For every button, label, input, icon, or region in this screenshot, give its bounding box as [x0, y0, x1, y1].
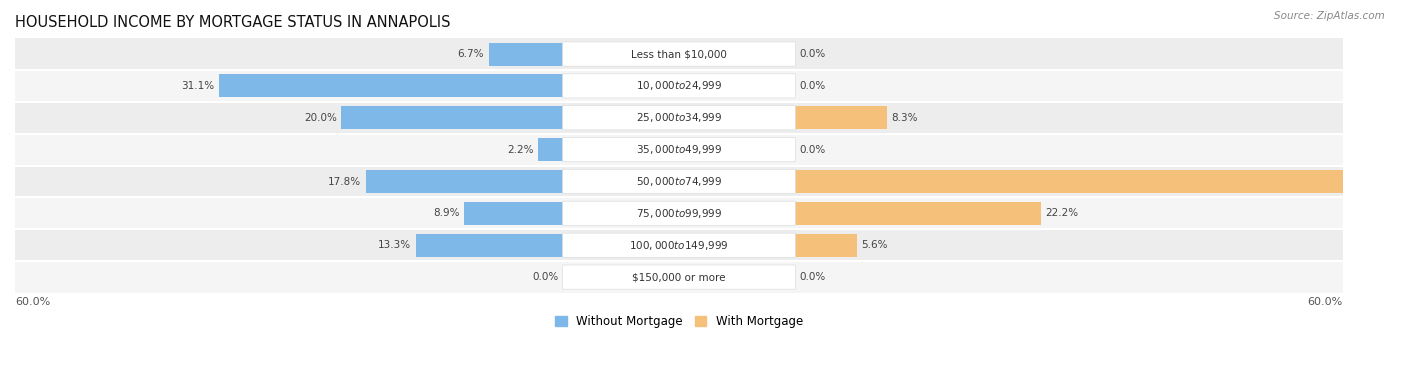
- Text: 0.0%: 0.0%: [800, 49, 825, 59]
- Bar: [15, 261, 1343, 293]
- Text: 8.9%: 8.9%: [433, 208, 460, 218]
- Text: 13.3%: 13.3%: [378, 240, 411, 250]
- Bar: [15, 38, 1343, 70]
- Text: 22.2%: 22.2%: [1045, 208, 1078, 218]
- Text: $35,000 to $49,999: $35,000 to $49,999: [636, 143, 723, 156]
- Text: 55.6%: 55.6%: [1365, 176, 1402, 187]
- Bar: [416, 234, 562, 257]
- Text: 0.0%: 0.0%: [800, 272, 825, 282]
- Text: 2.2%: 2.2%: [508, 145, 534, 155]
- Legend: Without Mortgage, With Mortgage: Without Mortgage, With Mortgage: [550, 311, 808, 333]
- Text: 8.3%: 8.3%: [891, 113, 918, 123]
- Bar: [15, 102, 1343, 134]
- Bar: [796, 106, 887, 129]
- Text: 17.8%: 17.8%: [328, 176, 361, 187]
- Bar: [15, 198, 1343, 229]
- Text: 0.0%: 0.0%: [531, 272, 558, 282]
- Text: $100,000 to $149,999: $100,000 to $149,999: [628, 239, 728, 252]
- Bar: [796, 170, 1406, 193]
- Bar: [15, 229, 1343, 261]
- Text: HOUSEHOLD INCOME BY MORTGAGE STATUS IN ANNAPOLIS: HOUSEHOLD INCOME BY MORTGAGE STATUS IN A…: [15, 15, 450, 30]
- Text: Less than $10,000: Less than $10,000: [631, 49, 727, 59]
- Text: 6.7%: 6.7%: [458, 49, 484, 59]
- Bar: [218, 74, 562, 97]
- Text: $10,000 to $24,999: $10,000 to $24,999: [636, 80, 723, 92]
- Bar: [796, 202, 1040, 225]
- Bar: [15, 70, 1343, 102]
- Text: $25,000 to $34,999: $25,000 to $34,999: [636, 111, 723, 124]
- Bar: [489, 43, 562, 66]
- Text: 20.0%: 20.0%: [304, 113, 337, 123]
- Text: $50,000 to $74,999: $50,000 to $74,999: [636, 175, 723, 188]
- Text: 60.0%: 60.0%: [1308, 297, 1343, 307]
- Bar: [538, 138, 562, 161]
- FancyBboxPatch shape: [562, 233, 796, 257]
- Text: 0.0%: 0.0%: [800, 145, 825, 155]
- FancyBboxPatch shape: [562, 169, 796, 194]
- FancyBboxPatch shape: [562, 42, 796, 66]
- Bar: [366, 170, 562, 193]
- Bar: [342, 106, 562, 129]
- FancyBboxPatch shape: [562, 106, 796, 130]
- Text: 60.0%: 60.0%: [15, 297, 51, 307]
- Text: 5.6%: 5.6%: [862, 240, 889, 250]
- Bar: [15, 134, 1343, 166]
- Text: $75,000 to $99,999: $75,000 to $99,999: [636, 207, 723, 220]
- Bar: [15, 166, 1343, 198]
- FancyBboxPatch shape: [562, 138, 796, 162]
- Bar: [796, 234, 858, 257]
- Text: 0.0%: 0.0%: [800, 81, 825, 91]
- Bar: [464, 202, 562, 225]
- Text: Source: ZipAtlas.com: Source: ZipAtlas.com: [1274, 11, 1385, 21]
- Text: 31.1%: 31.1%: [181, 81, 214, 91]
- Text: $150,000 or more: $150,000 or more: [633, 272, 725, 282]
- FancyBboxPatch shape: [562, 201, 796, 225]
- FancyBboxPatch shape: [562, 265, 796, 289]
- FancyBboxPatch shape: [562, 74, 796, 98]
